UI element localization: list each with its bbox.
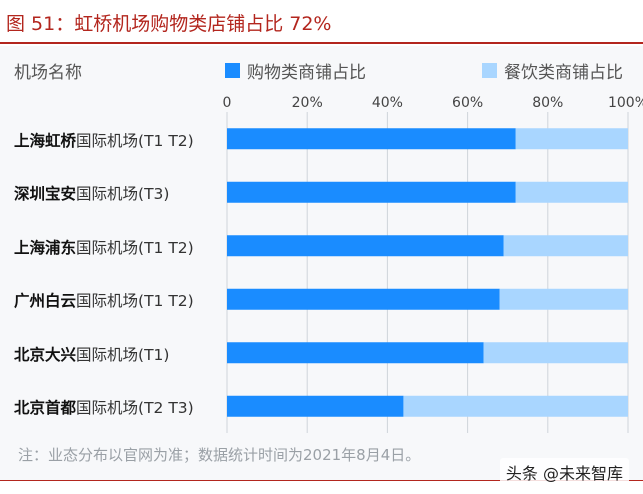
legend-label-shop: 购物类商铺占比: [247, 63, 366, 83]
row-label: 广州白云国际机场(T1 T2): [14, 289, 194, 311]
row-label-name: 深圳宝安: [14, 185, 77, 204]
bar-food: [515, 181, 628, 203]
row-label-detail: 国际机场(T1 T2): [76, 292, 194, 311]
footnote: 注：业态分布以官网为准；数据统计时间为2021年8月4日。: [18, 446, 421, 464]
bar-food: [515, 128, 628, 150]
row-label-detail: 国际机场(T1): [76, 345, 170, 364]
legend-item-shop: 购物类商铺占比: [225, 58, 366, 83]
figure-title: 图 51：虹桥机场购物类店铺占比 72%: [6, 13, 332, 35]
row-label-detail: 国际机场(T1 T2): [76, 131, 194, 150]
watermark: 头条 @未来智库: [499, 458, 629, 486]
bar-food: [403, 395, 628, 417]
row-label: 北京大兴国际机场(T1): [14, 343, 169, 365]
bar-shop: [227, 181, 516, 203]
x-tick-label: 20%: [291, 95, 323, 111]
row-label-detail: 国际机场(T1 T2): [76, 238, 194, 257]
row-label-detail: 国际机场(T2 T3): [76, 399, 194, 418]
bar-food: [499, 288, 628, 310]
bar-shop: [227, 342, 484, 364]
bar-shop: [227, 288, 500, 310]
source-rule: [0, 480, 643, 494]
bar-shop: [227, 128, 516, 150]
row-label-name: 上海浦东: [14, 238, 77, 257]
row-label: 上海浦东国际机场(T1 T2): [14, 236, 194, 258]
legend-swatch-food: [482, 63, 497, 78]
legend-swatch-shop: [225, 63, 240, 78]
legend-label-food: 餐饮类商铺占比: [504, 63, 623, 83]
x-tick-label: 60%: [452, 95, 484, 111]
column-header: 机场名称: [14, 63, 82, 83]
x-tick-label: 0: [222, 95, 232, 111]
bar-shop: [227, 235, 504, 257]
legend-item-food: 餐饮类商铺占比: [482, 58, 623, 83]
x-tick-label: 40%: [371, 95, 403, 111]
x-tick-label: 80%: [532, 95, 564, 111]
row-label: 深圳宝安国际机场(T3): [14, 182, 169, 204]
title-rule: [0, 42, 643, 44]
bar-food: [483, 342, 628, 364]
row-label-name: 广州白云: [14, 292, 77, 311]
bar-shop: [227, 395, 404, 417]
row-label-name: 北京大兴: [14, 345, 77, 364]
row-label: 北京首都国际机场(T2 T3): [14, 396, 194, 418]
bar-food: [503, 235, 628, 257]
row-label: 上海虹桥国际机场(T1 T2): [14, 129, 194, 151]
row-label-name: 北京首都: [14, 399, 77, 418]
row-label-name: 上海虹桥: [14, 131, 77, 150]
row-label-detail: 国际机场(T3): [76, 185, 170, 204]
x-tick-label: 100%: [607, 95, 643, 111]
